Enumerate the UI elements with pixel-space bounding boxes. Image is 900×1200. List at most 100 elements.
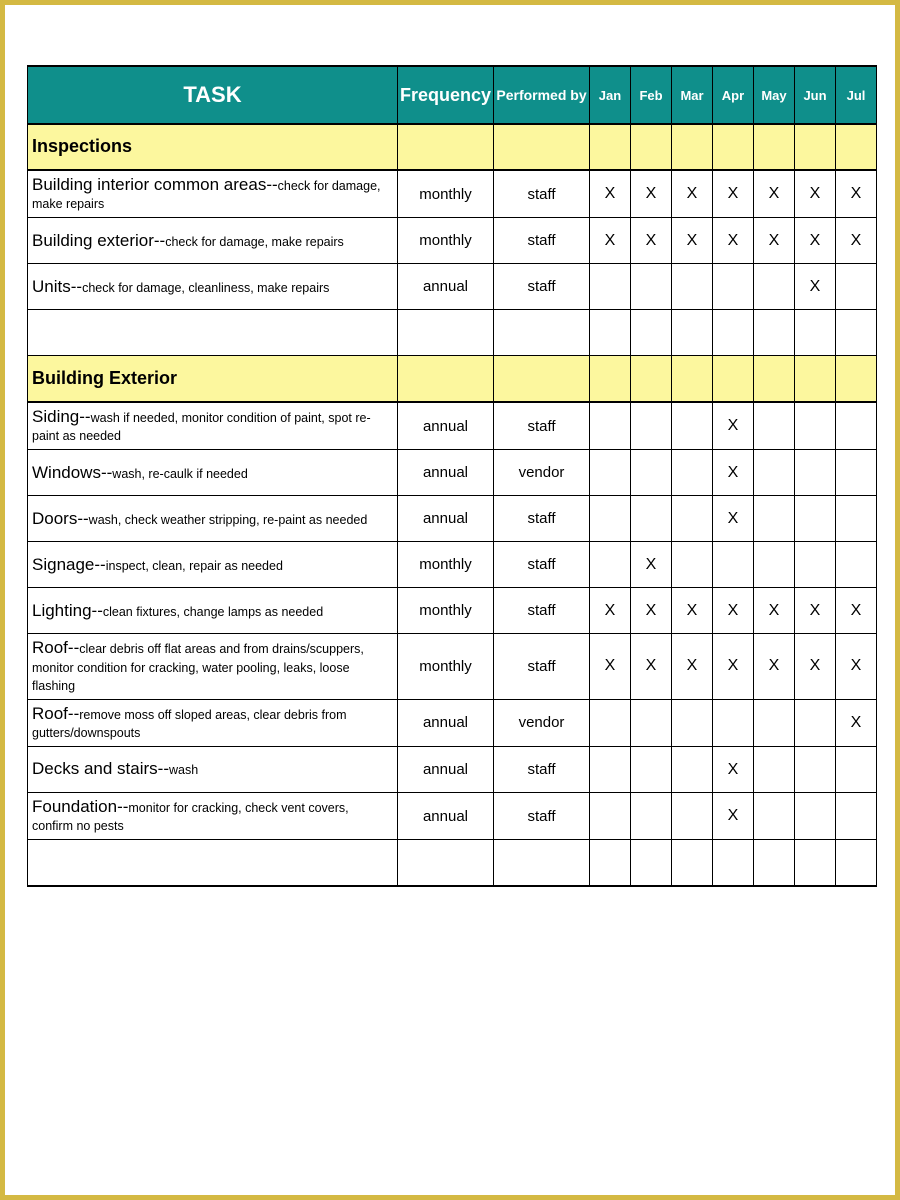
task-cell: Siding--wash if needed, monitor conditio… <box>28 402 398 450</box>
month-cell <box>590 264 631 310</box>
month-cell <box>672 699 713 746</box>
section-title: Inspections <box>28 124 398 170</box>
month-cell <box>590 793 631 840</box>
month-cell: X <box>672 634 713 699</box>
header-month-feb: Feb <box>631 66 672 124</box>
month-cell <box>631 402 672 450</box>
table-row: Roof--remove moss off sloped areas, clea… <box>28 699 877 746</box>
maintenance-table: TASK Frequency Performed by Jan Feb Mar … <box>27 65 877 887</box>
performed-by-cell: staff <box>494 264 590 310</box>
blank-cell <box>631 840 672 886</box>
blank-cell <box>398 840 494 886</box>
month-cell <box>631 699 672 746</box>
task-cell: Signage--inspect, clean, repair as neede… <box>28 542 398 588</box>
task-main-text: Foundation-- <box>32 797 128 816</box>
blank-cell <box>494 310 590 356</box>
section-empty-cell <box>398 124 494 170</box>
month-cell: X <box>795 218 836 264</box>
task-cell: Lighting--clean fixtures, change lamps a… <box>28 588 398 634</box>
header-month-may: May <box>754 66 795 124</box>
month-cell: X <box>836 634 877 699</box>
blank-cell <box>713 310 754 356</box>
month-cell: X <box>631 634 672 699</box>
frequency-cell: annual <box>398 699 494 746</box>
task-cell: Foundation--monitor for cracking, check … <box>28 793 398 840</box>
task-main-text: Doors-- <box>32 509 89 528</box>
month-cell <box>672 264 713 310</box>
task-main-text: Lighting-- <box>32 601 103 620</box>
month-cell: X <box>795 170 836 218</box>
section-row: Inspections <box>28 124 877 170</box>
month-cell: X <box>631 170 672 218</box>
task-cell: Building interior common areas--check fo… <box>28 170 398 218</box>
month-cell: X <box>836 699 877 746</box>
month-cell <box>836 496 877 542</box>
task-sub-text: clean fixtures, change lamps as needed <box>103 605 323 619</box>
frequency-cell: monthly <box>398 542 494 588</box>
month-cell: X <box>754 170 795 218</box>
blank-cell <box>28 840 398 886</box>
blank-cell <box>795 840 836 886</box>
month-cell <box>590 699 631 746</box>
frequency-cell: monthly <box>398 588 494 634</box>
frequency-cell: monthly <box>398 218 494 264</box>
task-sub-text: wash <box>169 763 198 777</box>
blank-cell <box>795 310 836 356</box>
task-main-text: Building exterior-- <box>32 231 165 250</box>
table-row: Lighting--clean fixtures, change lamps a… <box>28 588 877 634</box>
section-empty-cell <box>398 356 494 402</box>
month-cell <box>836 264 877 310</box>
blank-cell <box>754 840 795 886</box>
task-main-text: Building interior common areas-- <box>32 175 278 194</box>
month-cell: X <box>713 450 754 496</box>
month-cell: X <box>713 170 754 218</box>
month-cell <box>795 542 836 588</box>
month-cell <box>631 496 672 542</box>
performed-by-cell: staff <box>494 747 590 793</box>
frequency-cell: annual <box>398 402 494 450</box>
header-month-jun: Jun <box>795 66 836 124</box>
month-cell <box>590 542 631 588</box>
task-sub-text: remove moss off sloped areas, clear debr… <box>32 708 346 740</box>
month-cell: X <box>836 170 877 218</box>
month-cell <box>590 450 631 496</box>
month-cell: X <box>672 218 713 264</box>
month-cell <box>631 450 672 496</box>
blank-cell <box>28 310 398 356</box>
month-cell: X <box>590 588 631 634</box>
month-cell <box>754 542 795 588</box>
month-cell <box>795 402 836 450</box>
task-sub-text: clear debris off flat areas and from dra… <box>32 642 364 692</box>
month-cell <box>836 542 877 588</box>
task-sub-text: check for damage, make repairs <box>165 235 344 249</box>
month-cell <box>713 542 754 588</box>
month-cell <box>672 793 713 840</box>
table-row: Building exterior--check for damage, mak… <box>28 218 877 264</box>
month-cell <box>836 747 877 793</box>
task-main-text: Roof-- <box>32 704 79 723</box>
task-cell: Doors--wash, check weather stripping, re… <box>28 496 398 542</box>
section-empty-cell <box>754 356 795 402</box>
table-row: Siding--wash if needed, monitor conditio… <box>28 402 877 450</box>
frequency-cell: annual <box>398 496 494 542</box>
frequency-cell: monthly <box>398 634 494 699</box>
month-cell <box>754 496 795 542</box>
month-cell: X <box>590 170 631 218</box>
section-empty-cell <box>754 124 795 170</box>
section-empty-cell <box>795 356 836 402</box>
table-row: Doors--wash, check weather stripping, re… <box>28 496 877 542</box>
header-performed-by: Performed by <box>494 66 590 124</box>
month-cell: X <box>713 747 754 793</box>
table-row: Roof--clear debris off flat areas and fr… <box>28 634 877 699</box>
month-cell: X <box>590 218 631 264</box>
month-cell <box>590 496 631 542</box>
task-sub-text: check for damage, cleanliness, make repa… <box>82 281 329 295</box>
section-empty-cell <box>713 356 754 402</box>
section-empty-cell <box>631 124 672 170</box>
blank-cell <box>590 840 631 886</box>
task-sub-text: wash, check weather stripping, re-paint … <box>89 513 368 527</box>
month-cell <box>754 699 795 746</box>
section-empty-cell <box>494 124 590 170</box>
month-cell: X <box>713 634 754 699</box>
month-cell: X <box>836 588 877 634</box>
